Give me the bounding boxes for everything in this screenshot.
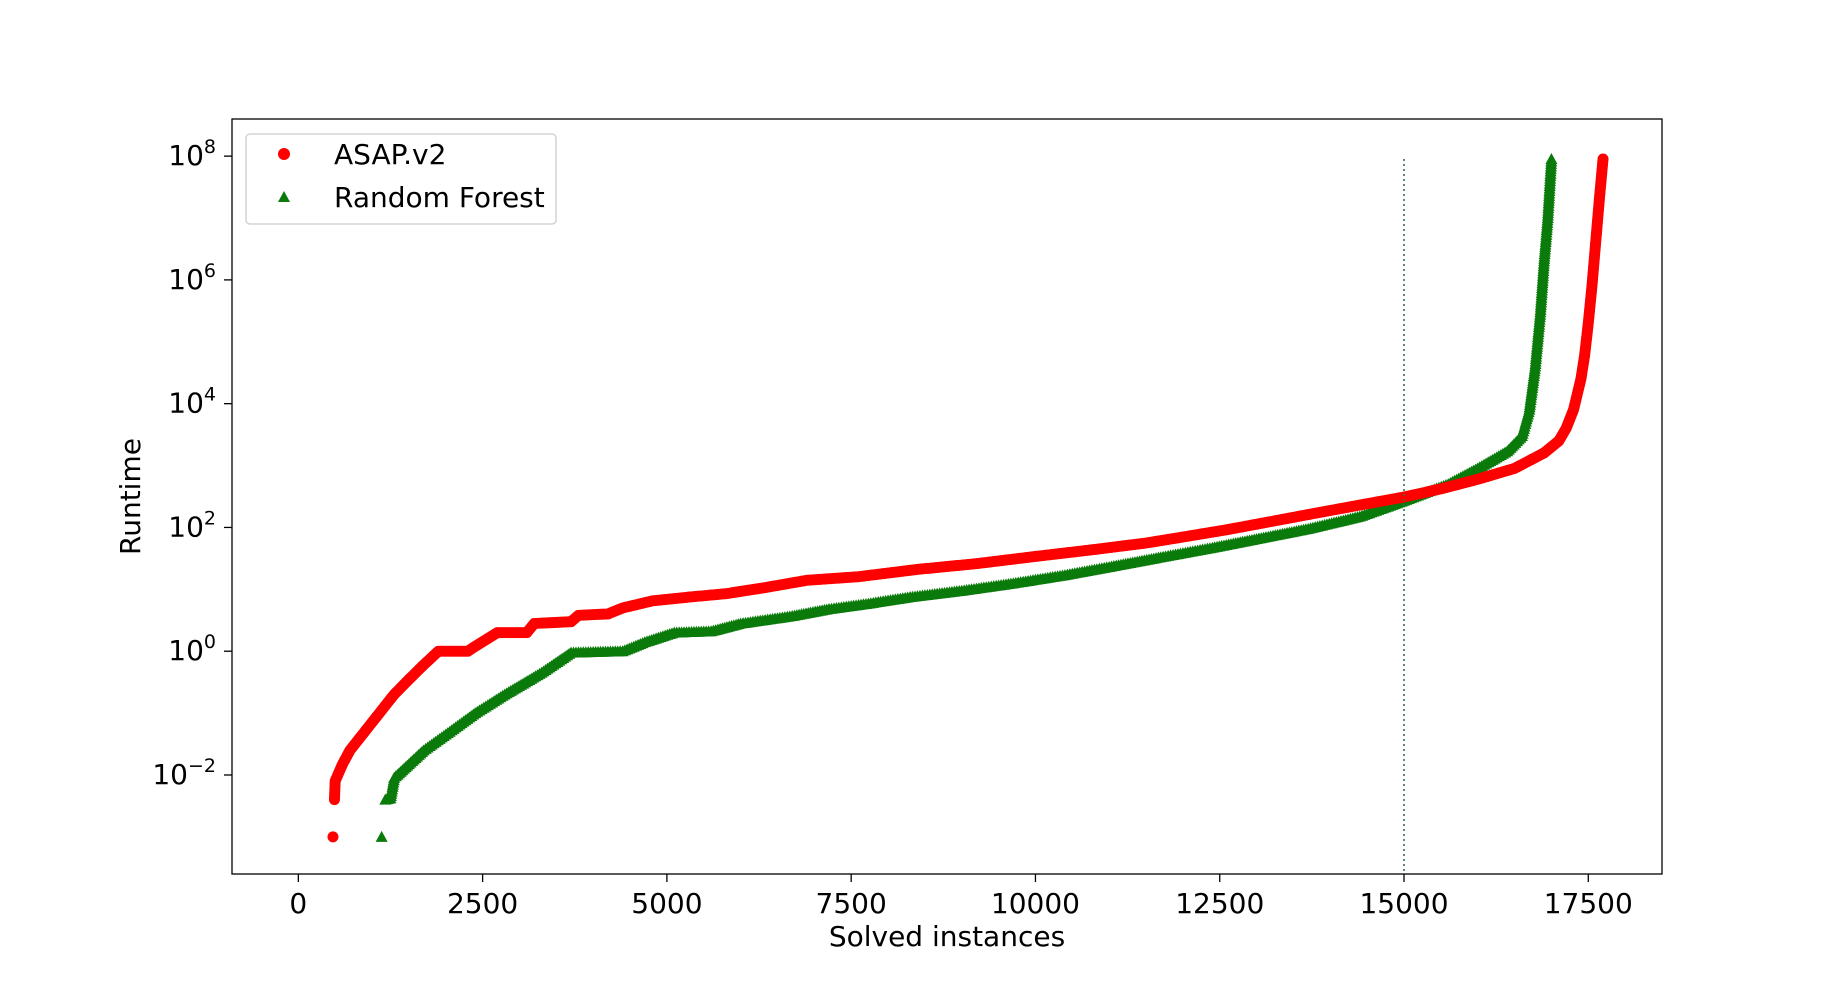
- x-tick-label: 12500: [1175, 887, 1264, 920]
- legend-marker-random-forest: [278, 191, 290, 202]
- y-tick-label: 106: [168, 260, 216, 296]
- x-axis-label: Solved instances: [829, 920, 1065, 953]
- legend-box: [245, 133, 557, 225]
- y-tick-label: 102: [168, 507, 216, 543]
- legend-label-asap: ASAP.v2: [334, 138, 446, 171]
- y-axis-label: Runtime: [114, 438, 147, 555]
- y-tick-label: 10−2: [152, 755, 216, 791]
- plot-frame: [231, 118, 1663, 875]
- series-layer: [327, 152, 1609, 843]
- y-axis: 10−2 100 102 104 106 108: [152, 136, 232, 791]
- x-tick-label: 17500: [1544, 887, 1633, 920]
- x-tick-label: 2500: [447, 887, 518, 920]
- y-tick-label: 104: [168, 384, 216, 420]
- data-point: [375, 830, 388, 842]
- data-point: [327, 831, 339, 843]
- x-tick-label: 5000: [631, 887, 702, 920]
- x-axis: 0 2500 5000 7500 10000 12500 15000 17500: [289, 874, 1633, 920]
- series-0: [327, 153, 1609, 843]
- y-tick-label: 100: [168, 631, 216, 667]
- x-tick-label: 7500: [816, 887, 887, 920]
- x-tick-label: 0: [289, 887, 307, 920]
- legend-label-random-forest: Random Forest: [334, 181, 545, 214]
- data-point: [1597, 153, 1609, 165]
- x-tick-label: 10000: [991, 887, 1080, 920]
- y-tick-label: 108: [168, 136, 216, 172]
- legend: ASAP.v2 Random Forest: [245, 133, 557, 225]
- data-point: [1545, 152, 1558, 164]
- x-tick-label: 15000: [1359, 887, 1448, 920]
- legend-marker-asap: [278, 148, 290, 160]
